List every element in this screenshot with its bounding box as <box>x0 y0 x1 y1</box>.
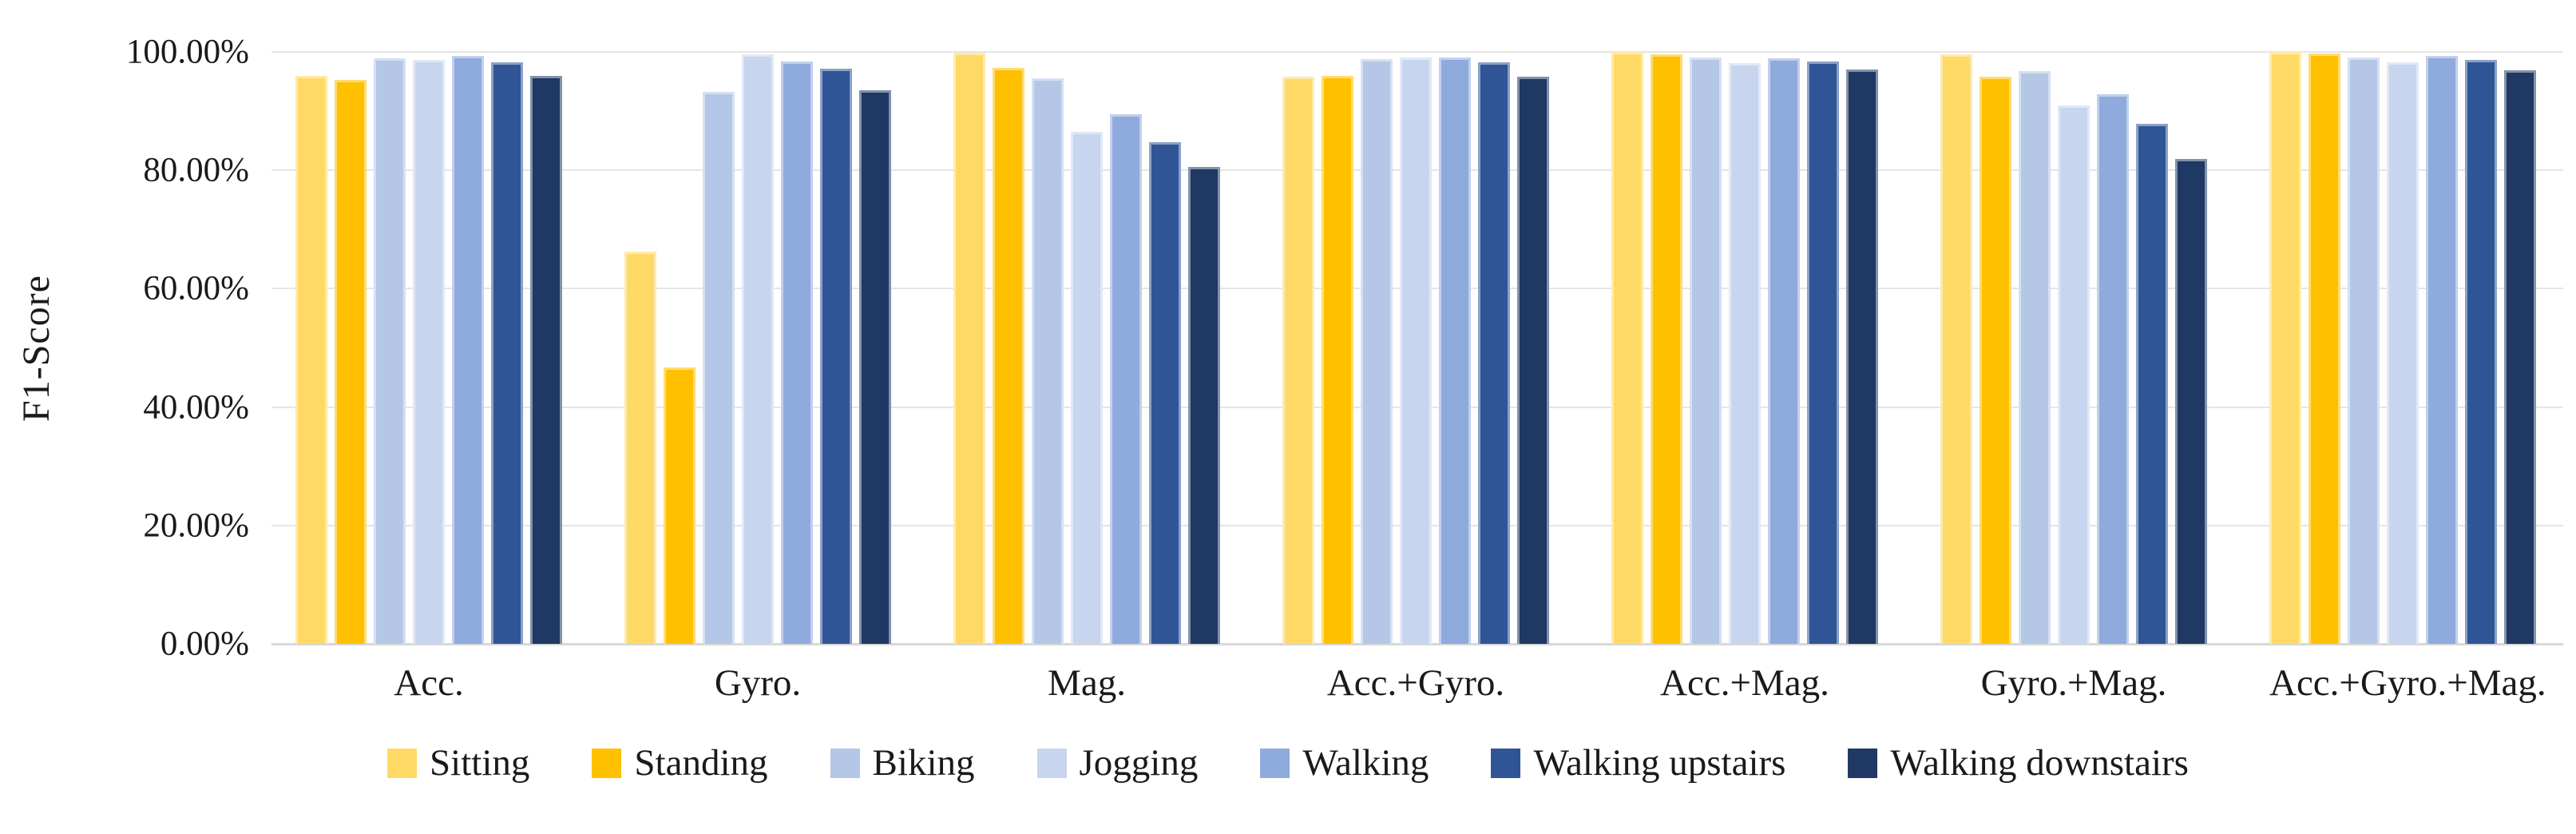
bar <box>2058 105 2090 644</box>
x-category-label: Acc. <box>394 662 464 704</box>
bar <box>703 91 735 644</box>
legend-item: Jogging <box>1036 742 1199 784</box>
x-category-label: Acc.+Mag. <box>1660 662 1829 704</box>
y-axis-labels: 0.00% 20.00% 40.00% 60.00% 80.00% 100.00% <box>0 35 249 661</box>
bar-group <box>953 52 1220 644</box>
bar <box>1846 70 1878 644</box>
bar <box>2308 54 2340 644</box>
bar <box>1611 52 1643 644</box>
y-tick-label: 40.00% <box>143 388 249 427</box>
bar <box>953 53 985 644</box>
bar <box>1690 58 1722 644</box>
bar-group <box>295 52 562 644</box>
y-tick-label: 0.00% <box>160 625 249 663</box>
bar <box>1478 62 1510 644</box>
bar-group <box>624 52 891 644</box>
legend-swatch <box>1848 749 1878 778</box>
x-axis-line <box>271 643 2563 645</box>
bar <box>859 90 891 644</box>
legend-item: Sitting <box>387 745 529 782</box>
bar <box>530 75 562 644</box>
legend-swatch <box>1260 749 1290 778</box>
bar <box>1282 77 1314 644</box>
legend-item: Walking downstairs <box>1848 742 2189 784</box>
x-category-label: Acc.+Gyro. <box>1326 662 1505 704</box>
bar <box>1729 63 1761 644</box>
x-category-label: Acc.+Gyro.+Mag. <box>2269 662 2546 704</box>
y-tick-label: 100.00% <box>125 33 249 71</box>
bar <box>1768 58 1800 644</box>
legend-label: Walking <box>1302 742 1429 784</box>
bar <box>2175 159 2207 644</box>
legend-swatch <box>1491 749 1521 778</box>
y-tick-label: 80.00% <box>143 151 249 189</box>
bar <box>1032 77 1064 644</box>
bar <box>1517 77 1549 644</box>
x-category-label: Gyro. <box>714 662 802 704</box>
legend-label: Walking upstairs <box>1533 742 1786 784</box>
legend-item: Biking <box>830 745 975 782</box>
x-category-label: Gyro.+Mag. <box>1980 662 2167 704</box>
bar <box>1940 54 1972 644</box>
x-category-label: Mag. <box>1048 662 1126 704</box>
bar <box>624 251 656 644</box>
legend-swatch <box>1036 749 1067 778</box>
bar <box>820 68 852 644</box>
bar <box>742 54 774 644</box>
bar <box>491 62 523 644</box>
bar-group <box>1611 52 1878 644</box>
bar-group <box>1940 52 2207 644</box>
plot-area <box>271 51 2563 645</box>
legend-swatch <box>830 749 860 778</box>
bar <box>1071 132 1103 644</box>
bar <box>2097 94 2129 644</box>
bar <box>2465 60 2497 644</box>
legend-item: Standing <box>592 742 768 784</box>
bar <box>295 76 327 644</box>
bar <box>1651 54 1682 644</box>
legend-swatch <box>592 749 622 778</box>
legend-label: Standing <box>634 742 768 784</box>
legend: Sitting Standing Biking Jogging Walking Walki… <box>0 745 2576 782</box>
bar <box>1149 141 1181 644</box>
bar-group <box>2269 52 2536 644</box>
bar <box>2019 71 2051 644</box>
bar <box>335 79 367 644</box>
bar <box>1439 57 1471 644</box>
bar <box>1400 58 1432 644</box>
bar <box>993 68 1024 644</box>
bar <box>2348 58 2380 644</box>
legend-label: Jogging <box>1079 742 1199 784</box>
bar <box>2269 52 2301 644</box>
gridline <box>271 51 2563 53</box>
bar <box>1322 76 1353 644</box>
bar <box>2504 70 2536 644</box>
bar <box>2426 56 2458 644</box>
bar <box>2387 62 2419 644</box>
bar-group <box>1282 52 1549 644</box>
bar <box>413 59 445 644</box>
bar <box>1110 113 1142 644</box>
bar <box>1980 77 2011 644</box>
bar <box>1807 61 1839 644</box>
legend-swatch <box>387 749 418 778</box>
bar <box>1188 166 1220 644</box>
legend-label: Sitting <box>430 742 530 784</box>
legend-item: Walking <box>1260 745 1429 782</box>
bar <box>2136 123 2168 644</box>
y-tick-label: 60.00% <box>143 269 249 308</box>
bar <box>781 61 813 644</box>
bar <box>1361 58 1393 644</box>
y-tick-label: 20.00% <box>143 506 249 545</box>
legend-label: Walking downstairs <box>1890 742 2189 784</box>
bar <box>452 56 484 644</box>
bar <box>374 58 406 644</box>
legend-label: Biking <box>872 742 975 784</box>
bar <box>664 367 696 644</box>
legend-item: Walking upstairs <box>1491 745 1785 782</box>
